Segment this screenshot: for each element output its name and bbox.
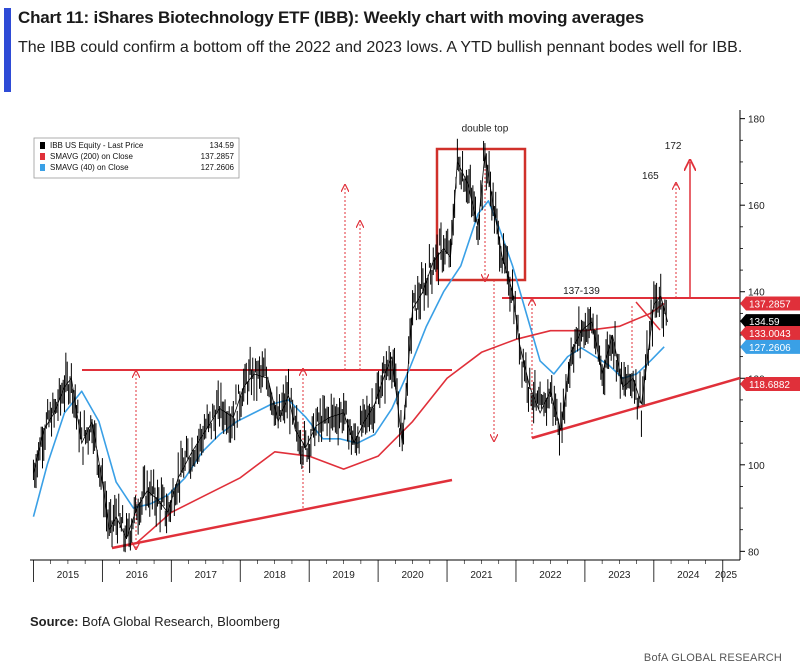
legend-value: 134.59	[210, 141, 235, 150]
accent-bar	[4, 8, 11, 92]
price-label-text: 134.59	[749, 317, 780, 328]
legend-box	[33, 137, 240, 179]
legend-label: SMAVG (40) on Close	[50, 163, 129, 172]
support-trendline-2022-2024	[531, 376, 741, 440]
legend-swatch	[40, 164, 45, 171]
x-tick-label: 2020	[401, 570, 424, 581]
y-tick-label: 160	[748, 201, 765, 212]
x-tick-label: 2021	[470, 570, 493, 581]
legend-label: IBB US Equity - Last Price	[50, 141, 144, 150]
support-trendline-2016-2020	[111, 478, 453, 550]
price-label-tag	[740, 296, 800, 311]
annotation-label: 172	[665, 141, 682, 152]
price-label-text: 133.0043	[749, 329, 791, 340]
price-label-tag	[740, 376, 800, 391]
series-price-line	[33, 153, 669, 540]
series-price-bars	[32, 138, 669, 553]
annotation-label: 165	[642, 171, 659, 182]
plot-area	[30, 110, 740, 560]
legend-label: SMAVG (200) on Close	[50, 152, 134, 161]
y-tick-label: 140	[748, 288, 765, 299]
x-tick-label: 2025	[715, 570, 738, 581]
x-tick-label: 2019	[333, 570, 356, 581]
x-tick-label: 2024	[677, 570, 700, 581]
annotation-labels: double top 137-139 165 172	[462, 124, 682, 297]
y-tick-label: 180	[748, 115, 765, 126]
price-label-tag	[740, 314, 800, 329]
chart-area: 80100120140160180 2015201620172018201920…	[0, 98, 800, 598]
x-tick-label: 2023	[608, 570, 631, 581]
x-tick-label: 2017	[195, 570, 218, 581]
price-label-tag	[740, 339, 800, 354]
chart-subtitle: The IBB could confirm a bottom off the 2…	[18, 39, 743, 56]
chart-title: Chart 11: iShares Biotechnology ETF (IBB…	[18, 8, 644, 27]
legend: IBB US Equity - Last Price 134.59 SMAVG (2…	[33, 137, 240, 179]
legend-value: 127.2606	[201, 163, 235, 172]
legend-value: 137.2857	[201, 152, 235, 161]
source-note: Source: BofA Global Research, Bloomberg	[30, 614, 280, 629]
legend-swatch	[40, 153, 45, 160]
x-tick-label: 2016	[126, 570, 149, 581]
y-tick-label: 80	[748, 547, 760, 558]
source-text: BofA Global Research, Bloomberg	[82, 614, 281, 629]
price-label-tag	[740, 326, 800, 341]
source-label: Source:	[30, 614, 79, 629]
price-label-text: 127.2606	[749, 343, 791, 354]
annotation-label: 137-139	[563, 286, 600, 297]
x-tick-label: 2018	[264, 570, 287, 581]
brand-footer: BofA GLOBAL RESEARCH	[643, 652, 782, 664]
x-tick-label: 2015	[57, 570, 80, 581]
x-axis-ticks: 2015 2016 2017 2018 2019 2020 2021 2022 2023 2024…	[33, 560, 738, 582]
legend-entries: IBB US Equity - Last Price 134.59 SMAVG (2…	[40, 141, 235, 172]
pennant-upper	[635, 301, 661, 331]
y-tick-label: 100	[748, 461, 765, 472]
series-layer	[32, 138, 669, 553]
series-sma200-line	[136, 302, 665, 544]
legend-swatch	[40, 142, 45, 149]
price-label-text: 137.2857	[749, 299, 791, 310]
chart-svg: 80100120140160180 2015201620172018201920…	[30, 110, 800, 582]
x-tick-label: 2022	[539, 570, 562, 581]
technical-annotations	[82, 147, 741, 550]
annotation-label: double top	[462, 124, 509, 135]
price-label-text: 118.6882	[749, 380, 790, 391]
